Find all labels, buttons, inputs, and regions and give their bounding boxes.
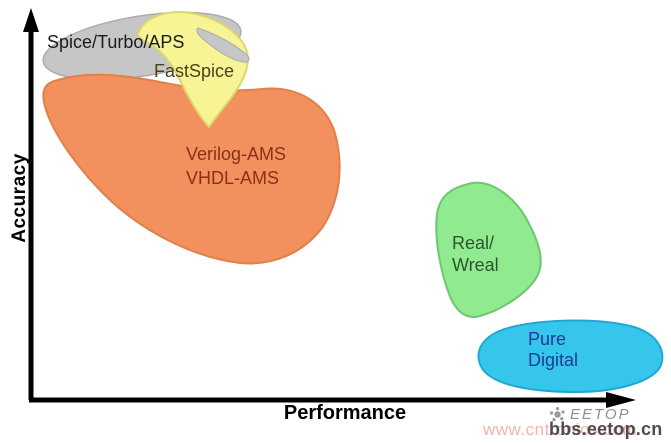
site-watermark: www.cntronics.com (483, 420, 637, 439)
region-real-label-line2: Wreal (452, 255, 499, 275)
eetop-forum-watermark: bbs.eetop.cn (549, 419, 663, 439)
x-axis-label: Performance (283, 402, 407, 424)
region-fastspice-label: FastSpice (154, 61, 235, 81)
eetop-logo-icon (549, 406, 566, 423)
eetop-brand: EETOP (549, 406, 631, 423)
region-verilog-label-line1: Verilog-AMS (186, 144, 287, 164)
region-pure-shape (477, 319, 664, 394)
y-axis (23, 8, 39, 400)
region-spice-tail (196, 27, 250, 63)
region-pure-label-line1: Pure (528, 329, 567, 349)
region-verilog-label-line2: VHDL-AMS (186, 168, 280, 188)
x-axis (29, 392, 636, 408)
region-real-label-line1: Real/ (452, 233, 495, 253)
y-axis-arrowhead (23, 8, 39, 32)
y-axis-label: Accuracy (9, 153, 30, 243)
region-spice-label: Spice/Turbo/APS (47, 32, 185, 52)
x-axis-arrowhead (606, 392, 636, 408)
region-real-shape (435, 181, 542, 318)
region-verilog-label: Verilog-AMS VHDL-AMS (186, 142, 286, 190)
eetop-brand-text: EETOP (570, 406, 631, 423)
region-pure-label-line2: Digital (528, 350, 579, 370)
region-pure-label: Pure Digital (528, 329, 578, 371)
region-real-label: Real/ Wreal (452, 232, 499, 276)
